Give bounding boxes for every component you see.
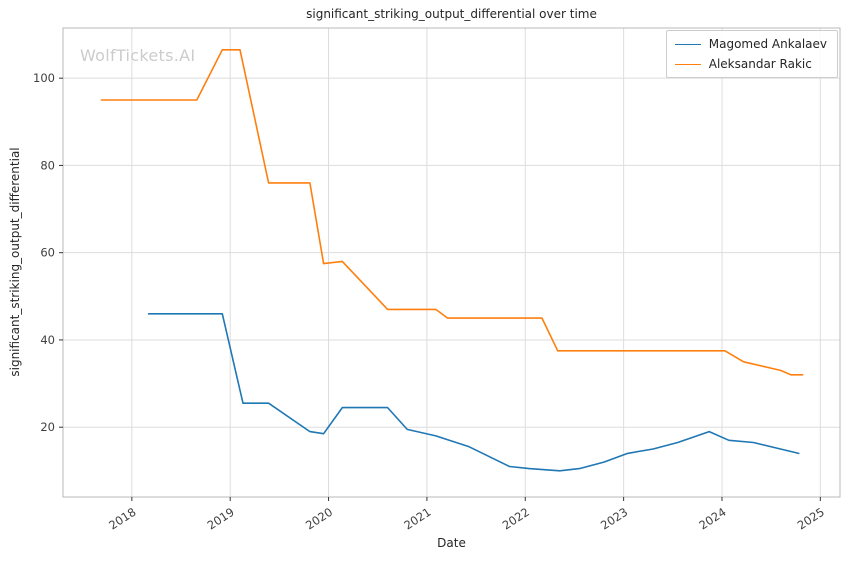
- chart-title: significant_striking_output_differential…: [306, 7, 597, 21]
- legend-item-rakic: Aleksandar Rakic: [674, 57, 827, 71]
- legend-item-ankalaev: Magomed Ankalaev: [674, 37, 827, 51]
- y-axis-label: significant_striking_output_differential: [8, 147, 22, 377]
- legend-line-swatch-rakic: [674, 63, 701, 65]
- x-tick-label: 2018: [106, 505, 138, 533]
- series-line-1: [100, 48, 804, 376]
- x-tick-label: 2020: [303, 505, 335, 533]
- legend: Magomed Ankalaev Aleksandar Rakic: [665, 30, 838, 78]
- x-axis-label: Date: [437, 536, 466, 550]
- y-tick-label: 100: [33, 71, 55, 85]
- y-tick-label: 80: [40, 158, 55, 172]
- y-tick-label: 40: [40, 333, 55, 347]
- x-tick-label: 2022: [500, 505, 532, 533]
- y-tick-label: 20: [40, 420, 55, 434]
- x-tick-label: 2025: [795, 505, 827, 533]
- legend-line-swatch-ankalaev: [674, 43, 701, 45]
- x-tick-label: 2019: [205, 505, 237, 533]
- y-tick-label: 60: [40, 246, 55, 260]
- legend-label-ankalaev: Magomed Ankalaev: [708, 37, 827, 51]
- legend-label-rakic: Aleksandar Rakic: [708, 57, 812, 71]
- watermark: WolfTickets.AI: [80, 46, 196, 65]
- x-tick-label: 2023: [598, 505, 630, 533]
- series-line-0: [147, 312, 800, 472]
- plot-border: [62, 27, 841, 498]
- x-tick-label: 2024: [696, 505, 728, 533]
- x-tick-label: 2021: [401, 505, 433, 533]
